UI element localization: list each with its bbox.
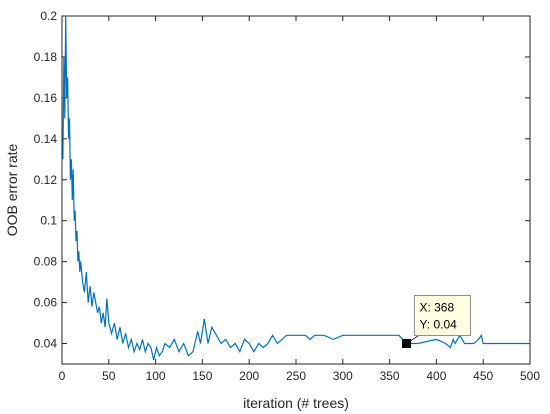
y-tick-label: 0.14 (34, 132, 58, 146)
x-tick-label: 250 (286, 369, 306, 383)
y-tick-label: 0.18 (34, 50, 58, 64)
y-tick-label: 0.04 (34, 337, 58, 351)
y-tick-label: 0.16 (34, 91, 58, 105)
datatip-y-text: Y: 0.04 (419, 318, 457, 332)
x-tick-label: 100 (146, 369, 166, 383)
x-axis: 0 50 100 150 200 250 300 350 400 450 500 (59, 16, 540, 383)
x-tick-label: 450 (473, 369, 493, 383)
oob-error-line (62, 15, 530, 361)
x-tick-label: 0 (59, 369, 66, 383)
x-tick-label: 500 (520, 369, 540, 383)
x-tick-label: 300 (333, 369, 353, 383)
x-tick-label: 350 (380, 369, 400, 383)
y-tick-label: 0.06 (34, 296, 58, 310)
datatip-leader (406, 335, 419, 344)
x-axis-label: iteration (# trees) (243, 395, 349, 411)
x-tick-label: 50 (102, 369, 116, 383)
y-tick-label: 0.2 (40, 9, 57, 23)
x-tick-label: 400 (426, 369, 446, 383)
y-tick-label: 0.1 (40, 214, 57, 228)
x-tick-label: 150 (192, 369, 212, 383)
y-tick-label: 0.08 (34, 255, 58, 269)
datatip-box (413, 295, 471, 337)
y-tick-label: 0.12 (34, 173, 58, 187)
datatip-x-text: X: 368 (419, 301, 454, 315)
y-axis: 0.04 0.06 0.08 0.1 0.12 0.14 0.16 0.18 0.2 (34, 9, 530, 351)
x-tick-label: 200 (239, 369, 259, 383)
y-axis-label: OOB error rate (4, 144, 20, 237)
